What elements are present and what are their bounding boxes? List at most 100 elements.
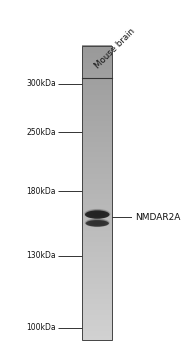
Bar — [82, 114, 112, 116]
Bar — [82, 315, 112, 317]
Bar — [82, 215, 112, 217]
Bar — [82, 93, 112, 94]
Bar — [82, 330, 112, 332]
Bar — [82, 149, 112, 150]
Bar — [82, 154, 112, 155]
Bar — [82, 205, 112, 207]
Bar — [82, 123, 112, 125]
Bar — [82, 199, 112, 201]
Bar — [82, 235, 112, 237]
Ellipse shape — [88, 219, 106, 226]
Bar — [82, 336, 112, 337]
Bar — [82, 338, 112, 340]
Bar — [82, 262, 112, 264]
Bar — [82, 77, 112, 79]
Bar — [82, 245, 112, 246]
Bar — [82, 83, 112, 85]
Bar — [82, 68, 112, 70]
Bar — [82, 201, 112, 202]
Bar — [82, 212, 112, 214]
Ellipse shape — [84, 209, 110, 219]
Ellipse shape — [89, 220, 106, 226]
Bar — [82, 326, 112, 328]
Bar — [82, 313, 112, 315]
Bar — [82, 57, 112, 58]
Bar — [82, 285, 112, 287]
Ellipse shape — [85, 219, 109, 227]
Bar — [82, 50, 112, 51]
Bar — [82, 179, 112, 181]
Bar — [82, 320, 112, 322]
Bar — [82, 108, 112, 110]
Bar — [82, 135, 112, 136]
Bar — [82, 286, 112, 288]
Bar — [82, 203, 112, 204]
Bar — [82, 316, 112, 318]
Ellipse shape — [87, 219, 108, 226]
Bar — [82, 250, 112, 251]
Bar — [82, 263, 112, 265]
Bar — [82, 70, 112, 72]
Bar — [82, 302, 112, 303]
Bar — [82, 163, 112, 165]
Bar — [82, 54, 112, 55]
Bar — [82, 142, 112, 143]
Bar — [82, 87, 112, 89]
Bar — [82, 133, 112, 135]
Bar — [82, 174, 112, 176]
Bar — [82, 184, 112, 186]
Bar — [82, 95, 112, 97]
Bar — [82, 198, 112, 199]
Bar — [82, 85, 112, 87]
Bar — [82, 186, 112, 188]
Bar — [82, 291, 112, 293]
Bar — [82, 192, 112, 194]
Bar — [82, 103, 112, 104]
Bar — [82, 171, 112, 173]
Bar — [82, 117, 112, 119]
Bar — [82, 321, 112, 323]
Bar — [82, 145, 112, 146]
Bar — [82, 185, 112, 187]
Bar — [82, 140, 112, 141]
Bar — [82, 132, 112, 134]
Bar — [82, 60, 112, 61]
Bar — [82, 162, 112, 164]
Bar — [82, 65, 112, 67]
Bar — [82, 81, 112, 83]
Bar — [82, 76, 112, 78]
Bar — [82, 241, 112, 243]
Bar — [82, 175, 112, 177]
Bar — [82, 288, 112, 289]
Bar — [82, 110, 112, 111]
Bar — [82, 138, 112, 140]
Bar — [82, 178, 112, 180]
Bar — [82, 101, 112, 102]
Bar — [82, 199, 112, 200]
Text: Mouse brain: Mouse brain — [93, 27, 137, 71]
Bar — [82, 98, 112, 99]
Bar — [82, 118, 112, 120]
Ellipse shape — [86, 219, 108, 227]
Bar — [82, 208, 112, 209]
Bar — [82, 335, 112, 337]
Bar — [82, 246, 112, 247]
Bar — [82, 301, 112, 302]
Text: 250kDa: 250kDa — [27, 128, 56, 137]
Ellipse shape — [86, 220, 109, 226]
Bar — [82, 331, 112, 332]
Bar — [82, 121, 112, 123]
Ellipse shape — [90, 211, 105, 217]
Bar — [82, 168, 112, 170]
Bar — [82, 94, 112, 96]
Bar — [82, 258, 112, 260]
Bar — [82, 164, 112, 166]
Bar — [82, 334, 112, 336]
Bar — [82, 187, 112, 189]
Bar — [82, 234, 112, 236]
Bar — [82, 248, 112, 250]
Bar — [82, 61, 112, 62]
Bar — [82, 113, 112, 115]
Bar — [82, 120, 112, 122]
Bar — [82, 181, 112, 183]
